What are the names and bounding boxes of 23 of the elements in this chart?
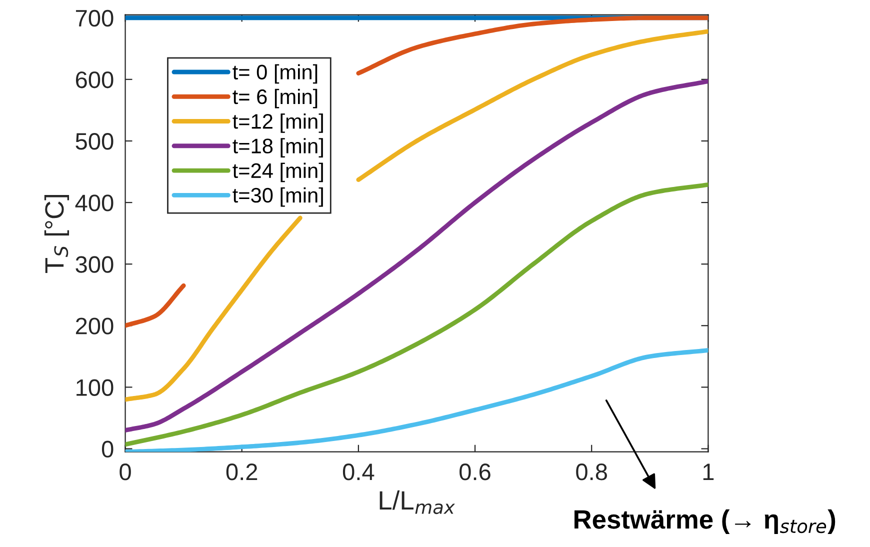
y-tick-label: 600 xyxy=(76,71,114,88)
legend-label: t=12 [min] xyxy=(232,113,323,133)
legend-label: t= 6 [min] xyxy=(232,88,318,108)
x-tick-label: 0 xyxy=(120,464,131,480)
y-tick-label: 200 xyxy=(76,318,114,334)
y-tick-label: 400 xyxy=(75,194,114,212)
y-tick-label: 700 xyxy=(76,10,114,27)
legend-label: t=24 [min] xyxy=(232,162,323,182)
x-tick-label: 0.6 xyxy=(460,464,490,480)
legend-label: t=30 [min] xyxy=(232,187,323,207)
legend-label: t=18 [min] xyxy=(232,138,323,158)
y-tick-label: 0 xyxy=(102,440,114,458)
legend-label: t= 0 [min] xyxy=(232,64,318,84)
x-tick-label: 1 xyxy=(703,464,714,480)
x-tick-label: 0.2 xyxy=(226,464,258,480)
y-tick-label: 500 xyxy=(76,133,114,150)
y-axis-title: T$_{S}$ [°C] xyxy=(44,194,70,273)
y-tick-label: 300 xyxy=(76,256,114,273)
x-tick-label: 0.4 xyxy=(342,464,374,480)
y-tick-label: 100 xyxy=(76,379,114,396)
text: Restwärme (→ η$_{store}$) xyxy=(574,509,836,534)
x-tick-label: 0.8 xyxy=(576,464,607,480)
x-axis-title: L/L$_{max}$ xyxy=(380,490,456,514)
